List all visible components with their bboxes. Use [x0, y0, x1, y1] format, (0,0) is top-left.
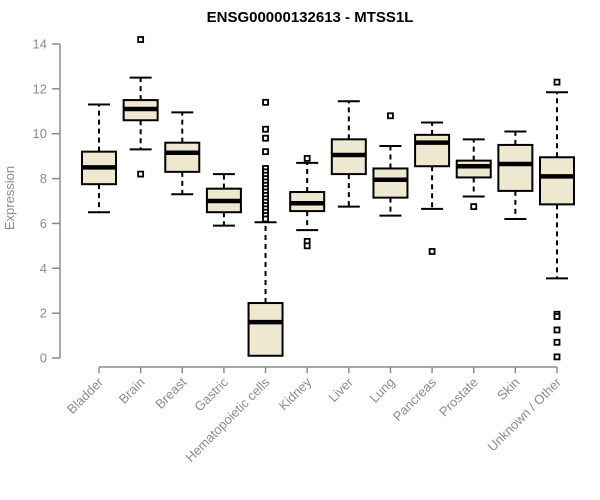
iqr-box — [372, 167, 409, 199]
x-tick-label: Gastric — [191, 374, 231, 414]
boxplot-bladder — [81, 103, 117, 214]
iqr-box — [455, 159, 492, 179]
boxplot-skin — [497, 130, 534, 220]
outlier-point — [303, 242, 311, 250]
outlier-point — [553, 326, 561, 334]
iqr-box — [539, 156, 575, 206]
outlier-point — [262, 125, 269, 133]
y-tick-label: 6 — [40, 216, 47, 231]
boxplot-unknown-other — [539, 78, 575, 361]
y-tick-label: 0 — [40, 351, 47, 366]
x-tick-label: Brain — [116, 375, 148, 407]
boxplot-kidney — [289, 154, 326, 250]
outlier-point — [553, 338, 561, 346]
outlier-point — [428, 248, 436, 255]
outlier-point — [303, 154, 311, 162]
x-tick-label: Pancreas — [390, 374, 440, 424]
x-tick-label: Skin — [494, 375, 522, 403]
y-axis-label: Expression — [2, 166, 17, 230]
boxplot-gastric — [205, 173, 242, 227]
y-tick-label: 2 — [40, 306, 47, 321]
x-tick-label: Breast — [152, 374, 189, 411]
x-tick-label: Bladder — [64, 374, 107, 417]
boxplot-lung — [372, 112, 409, 217]
x-tick-label: Liver — [325, 374, 356, 405]
x-tick-label: Prostate — [436, 375, 481, 420]
outlier-point — [262, 134, 269, 142]
outlier-point — [553, 313, 561, 320]
x-tick-label: Kidney — [276, 374, 315, 413]
y-tick-label: 8 — [40, 171, 47, 186]
outlier-point — [553, 353, 561, 361]
boxplot-breast — [164, 111, 201, 196]
outlier-point — [553, 78, 561, 86]
chart-title: ENSG00000132613 - MTSS1L — [207, 9, 414, 26]
iqr-box — [247, 302, 284, 357]
outlier-point — [262, 148, 269, 156]
outlier-point — [137, 36, 145, 43]
y-tick-label: 14 — [33, 37, 47, 52]
iqr-box — [497, 143, 534, 192]
y-tick-label: 10 — [33, 126, 47, 141]
outlier-point — [387, 112, 394, 120]
y-tick-label: 4 — [40, 261, 47, 276]
boxplot-hematopoietic-cells — [247, 98, 284, 357]
boxplot-liver — [330, 100, 367, 208]
outlier-point — [137, 170, 145, 178]
x-tick-label: Lung — [367, 375, 398, 406]
x-tick-label: Unknown / Other — [485, 374, 565, 454]
outlier-point — [470, 203, 478, 211]
y-tick-label: 12 — [33, 81, 47, 96]
boxplot-prostate — [455, 138, 492, 211]
outlier-point — [262, 98, 269, 106]
iqr-box — [164, 141, 201, 173]
outlier-point — [262, 215, 269, 223]
boxplot-brain — [122, 36, 159, 178]
boxplot-pancreas — [414, 121, 451, 255]
iqr-box — [414, 133, 451, 168]
